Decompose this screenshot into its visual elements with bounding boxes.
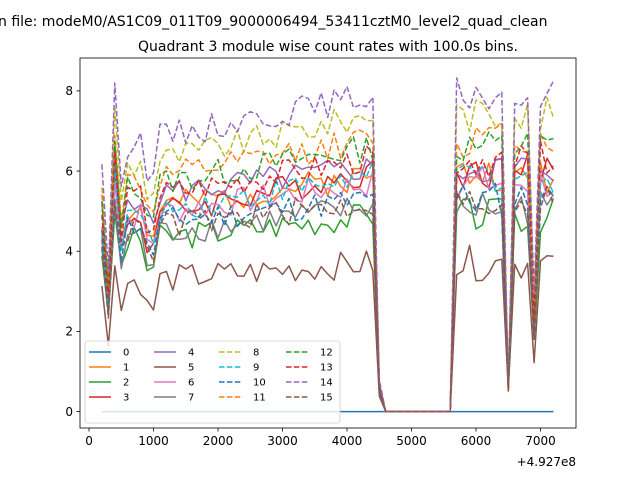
legend-label-1: 1 — [123, 363, 129, 374]
series-line-11 — [101, 123, 554, 413]
y-tick-label-4: 4 — [65, 245, 73, 259]
legend-label-9: 9 — [253, 363, 259, 374]
y-tick-label-8: 8 — [65, 84, 73, 98]
chart-title: Quadrant 3 module wise count rates with … — [138, 39, 518, 55]
legend-label-14: 14 — [320, 378, 333, 389]
x-tick-label-1000: 1000 — [138, 434, 169, 448]
series-line-14 — [101, 77, 555, 413]
y-tick-label-0: 0 — [65, 405, 73, 419]
series-line-2 — [101, 197, 555, 413]
series-line-5 — [101, 244, 554, 413]
x-tick-label-6000: 6000 — [461, 434, 492, 448]
y-tick-label-6: 6 — [65, 164, 73, 178]
x-tick-label-3000: 3000 — [267, 434, 298, 448]
series-line-10 — [101, 182, 555, 413]
figure-suptitle: n file: modeM0/AS1C09_011T09_9000006494_… — [0, 14, 547, 30]
y-tick-label-2: 2 — [65, 325, 73, 339]
legend-label-4: 4 — [188, 348, 194, 359]
axes-layer: 0 1000 2000 3000 4000 5000 6000 7000 0 2 4 6 8 — [65, 57, 577, 448]
legend-label-5: 5 — [188, 363, 194, 374]
x-tick-label-2000: 2000 — [203, 434, 234, 448]
legend-label-6: 6 — [188, 378, 194, 389]
series-line-12 — [101, 131, 554, 413]
series-line-15 — [101, 185, 555, 413]
series-layer — [101, 77, 555, 413]
plot-frame — [79, 57, 577, 429]
legend-label-2: 2 — [123, 378, 129, 389]
legend-label-10: 10 — [253, 378, 266, 389]
legend-label-3: 3 — [123, 393, 129, 404]
legend-box — [84, 340, 341, 424]
x-tick-label-0: 0 — [85, 434, 93, 448]
series-line-8 — [101, 96, 555, 413]
legend-label-13: 13 — [320, 363, 333, 374]
series-line-7 — [101, 191, 555, 413]
legend-label-7: 7 — [188, 393, 194, 404]
x-tick-label-7000: 7000 — [525, 434, 556, 448]
legend-label-12: 12 — [320, 348, 333, 359]
x-offset-label: +4.927e8 — [517, 455, 576, 469]
legend-label-11: 11 — [253, 393, 266, 404]
x-tick-label-5000: 5000 — [396, 434, 427, 448]
legend-label-0: 0 — [123, 348, 129, 359]
legend-label-15: 15 — [320, 393, 333, 404]
series-line-13 — [101, 140, 554, 413]
legend-label-8: 8 — [253, 348, 259, 359]
x-tick-label-4000: 4000 — [332, 434, 363, 448]
